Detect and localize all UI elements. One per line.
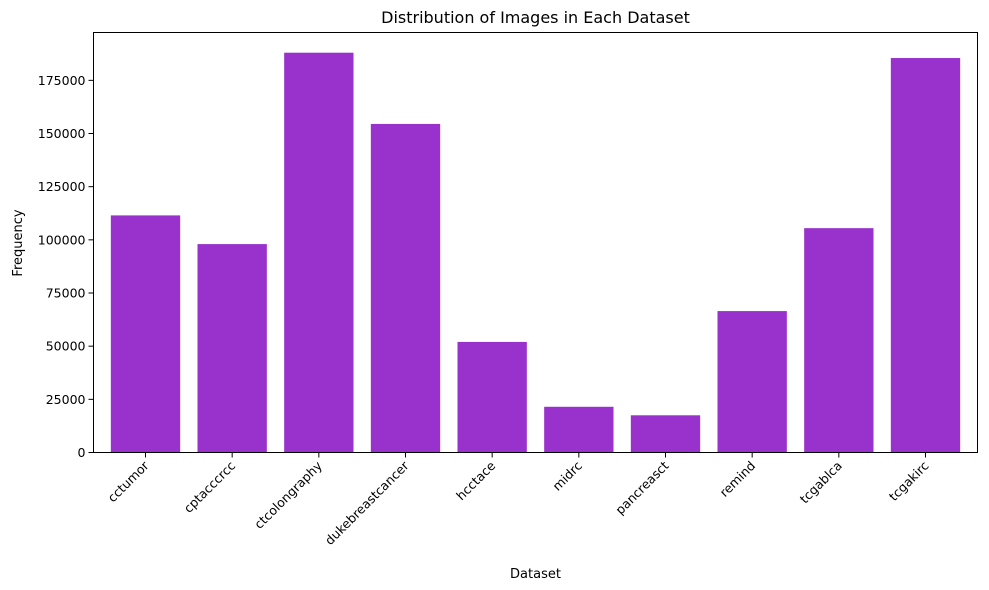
plot-frame [93,32,978,453]
bar-remind [717,311,787,453]
y-tick-label: 100000 [38,232,86,247]
x-tick-label: remind [717,458,759,500]
bar-midrc [544,406,614,453]
bar-tcgablca [804,228,874,453]
x-tick-label: tcgablca [797,458,845,506]
y-axis-label: Frequency [11,209,26,276]
bar-pancreasct [630,415,701,453]
bars-group [110,52,961,453]
y-tick-label: 175000 [38,73,86,88]
y-tick-label: 125000 [38,179,86,194]
y-tick-label: 150000 [38,126,86,141]
x-tick-label: cctumor [105,457,153,505]
bar-ctcolongraphy [284,52,354,453]
x-tick-label: pancreasct [612,458,671,517]
bar-cptacccrcc [197,244,267,453]
y-tick-label: 75000 [46,286,86,301]
bar-hcctace [457,341,527,453]
y-tick-label: 0 [78,445,86,460]
x-tick-label: dukebreastcancer [322,457,412,547]
chart-title: Distribution of Images in Each Dataset [381,8,690,27]
bar-cctumor [110,215,181,453]
x-axis-ticks: cctumor cptacccrcc ctcolongraphydukebreast… [105,452,932,548]
y-tick-label: 50000 [46,339,86,354]
bar-tcgakirc [890,58,961,453]
bar-dukebreastcancer [370,123,441,453]
x-tick-label: tcgakirc [886,458,932,504]
x-tick-label: hcctace [453,458,498,503]
y-axis-ticks: 0 25000 50000 75000 100000 125000 150000 175000 [38,73,94,460]
x-axis-label: Dataset [510,567,561,582]
x-tick-label: midrc [549,458,585,494]
x-tick-label: cptacccrcc [181,458,239,516]
y-tick-label: 25000 [46,392,86,407]
x-tick-label: ctcolongraphy [251,458,325,532]
